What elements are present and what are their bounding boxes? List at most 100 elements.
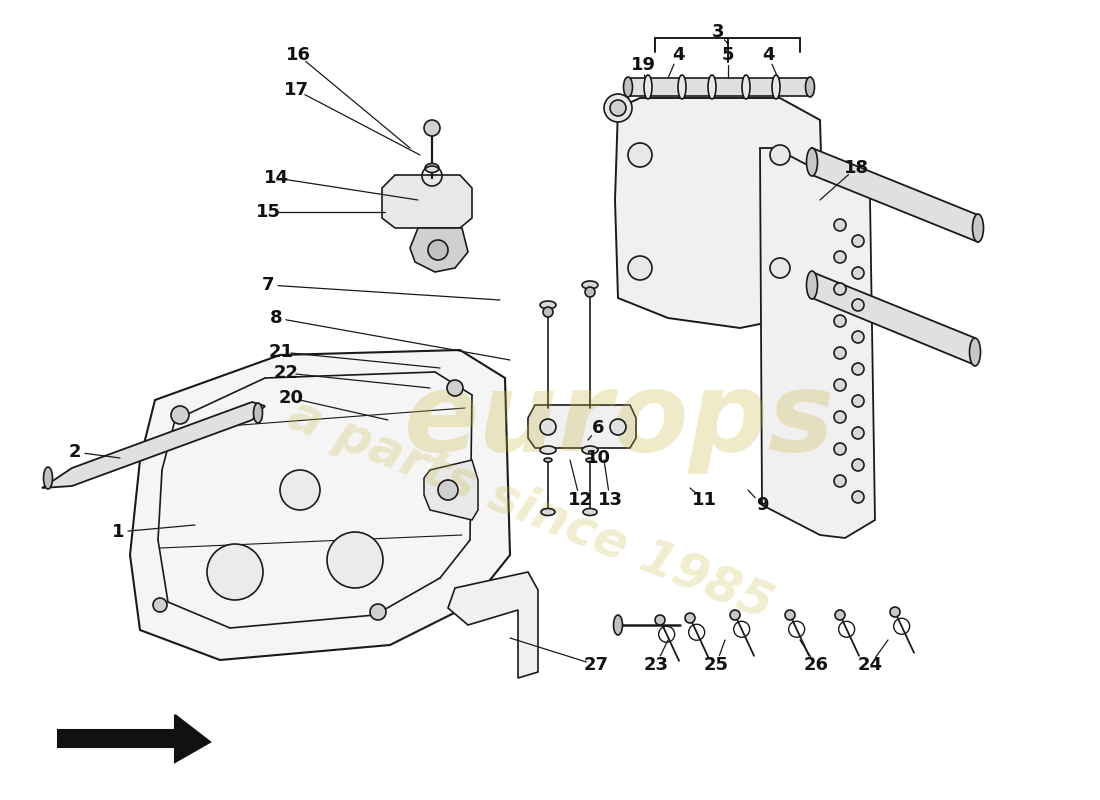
Text: 3: 3 xyxy=(712,23,724,41)
Text: 21: 21 xyxy=(268,343,294,361)
Polygon shape xyxy=(382,175,472,228)
Circle shape xyxy=(153,598,167,612)
Ellipse shape xyxy=(624,77,632,97)
Text: 25: 25 xyxy=(704,656,728,674)
Ellipse shape xyxy=(582,281,598,289)
Circle shape xyxy=(834,219,846,231)
Circle shape xyxy=(207,544,263,600)
Text: 24: 24 xyxy=(858,656,882,674)
Ellipse shape xyxy=(544,458,552,462)
Polygon shape xyxy=(812,148,978,242)
Circle shape xyxy=(628,143,652,167)
Ellipse shape xyxy=(44,467,53,489)
Polygon shape xyxy=(42,402,265,488)
Circle shape xyxy=(834,475,846,487)
Text: 8: 8 xyxy=(270,309,283,327)
Circle shape xyxy=(438,480,458,500)
Circle shape xyxy=(654,615,666,625)
Circle shape xyxy=(424,120,440,136)
Circle shape xyxy=(610,100,626,116)
Text: 12: 12 xyxy=(568,491,593,509)
Ellipse shape xyxy=(253,403,263,423)
Circle shape xyxy=(852,331,864,343)
Circle shape xyxy=(170,406,189,424)
Ellipse shape xyxy=(425,163,439,173)
Circle shape xyxy=(540,419,556,435)
Ellipse shape xyxy=(541,509,556,515)
Circle shape xyxy=(852,299,864,311)
Ellipse shape xyxy=(806,148,817,176)
Circle shape xyxy=(834,379,846,391)
Polygon shape xyxy=(424,460,478,520)
Ellipse shape xyxy=(742,75,750,99)
Ellipse shape xyxy=(614,615,623,635)
Circle shape xyxy=(834,411,846,423)
Circle shape xyxy=(610,419,626,435)
Circle shape xyxy=(852,427,864,439)
Circle shape xyxy=(770,258,790,278)
Text: 18: 18 xyxy=(844,159,869,177)
Circle shape xyxy=(585,287,595,297)
Ellipse shape xyxy=(972,214,983,242)
Text: 11: 11 xyxy=(692,491,716,509)
Text: 15: 15 xyxy=(255,203,280,221)
Text: 20: 20 xyxy=(278,389,304,407)
Ellipse shape xyxy=(806,271,817,299)
Text: 16: 16 xyxy=(286,46,310,64)
Ellipse shape xyxy=(772,75,780,99)
Circle shape xyxy=(852,363,864,375)
Polygon shape xyxy=(760,148,874,538)
Text: 4: 4 xyxy=(761,46,774,64)
Circle shape xyxy=(852,267,864,279)
Circle shape xyxy=(852,235,864,247)
Text: 14: 14 xyxy=(264,169,288,187)
Circle shape xyxy=(604,94,632,122)
Ellipse shape xyxy=(586,458,594,462)
Circle shape xyxy=(730,610,740,620)
Circle shape xyxy=(543,307,553,317)
Circle shape xyxy=(280,470,320,510)
Ellipse shape xyxy=(644,75,652,99)
Text: 13: 13 xyxy=(597,491,623,509)
Text: 4: 4 xyxy=(672,46,684,64)
Text: 19: 19 xyxy=(630,56,656,74)
Ellipse shape xyxy=(969,338,980,366)
Circle shape xyxy=(834,347,846,359)
Polygon shape xyxy=(628,78,810,96)
Circle shape xyxy=(852,491,864,503)
Text: 6: 6 xyxy=(592,419,604,437)
Polygon shape xyxy=(812,272,975,365)
Polygon shape xyxy=(528,405,636,448)
Ellipse shape xyxy=(582,446,598,454)
Text: 7: 7 xyxy=(262,276,274,294)
Text: 23: 23 xyxy=(644,656,669,674)
Circle shape xyxy=(447,380,463,396)
Text: 27: 27 xyxy=(583,656,608,674)
Circle shape xyxy=(852,459,864,471)
Circle shape xyxy=(327,532,383,588)
Ellipse shape xyxy=(678,75,686,99)
Circle shape xyxy=(852,395,864,407)
Text: 17: 17 xyxy=(284,81,308,99)
Polygon shape xyxy=(58,715,210,762)
Polygon shape xyxy=(410,228,468,272)
Text: a parts since 1985: a parts since 1985 xyxy=(280,390,780,630)
Circle shape xyxy=(834,251,846,263)
Circle shape xyxy=(628,256,652,280)
Text: 1: 1 xyxy=(112,523,124,541)
Text: 26: 26 xyxy=(803,656,828,674)
Text: 10: 10 xyxy=(585,449,611,467)
Circle shape xyxy=(890,607,900,617)
Ellipse shape xyxy=(540,446,556,454)
Polygon shape xyxy=(448,572,538,678)
Polygon shape xyxy=(615,98,825,328)
Ellipse shape xyxy=(708,75,716,99)
Circle shape xyxy=(770,145,790,165)
Text: 9: 9 xyxy=(756,496,768,514)
Circle shape xyxy=(370,604,386,620)
Text: 5: 5 xyxy=(722,46,735,64)
Circle shape xyxy=(834,283,846,295)
Circle shape xyxy=(428,240,448,260)
Text: 2: 2 xyxy=(68,443,81,461)
Ellipse shape xyxy=(540,301,556,309)
